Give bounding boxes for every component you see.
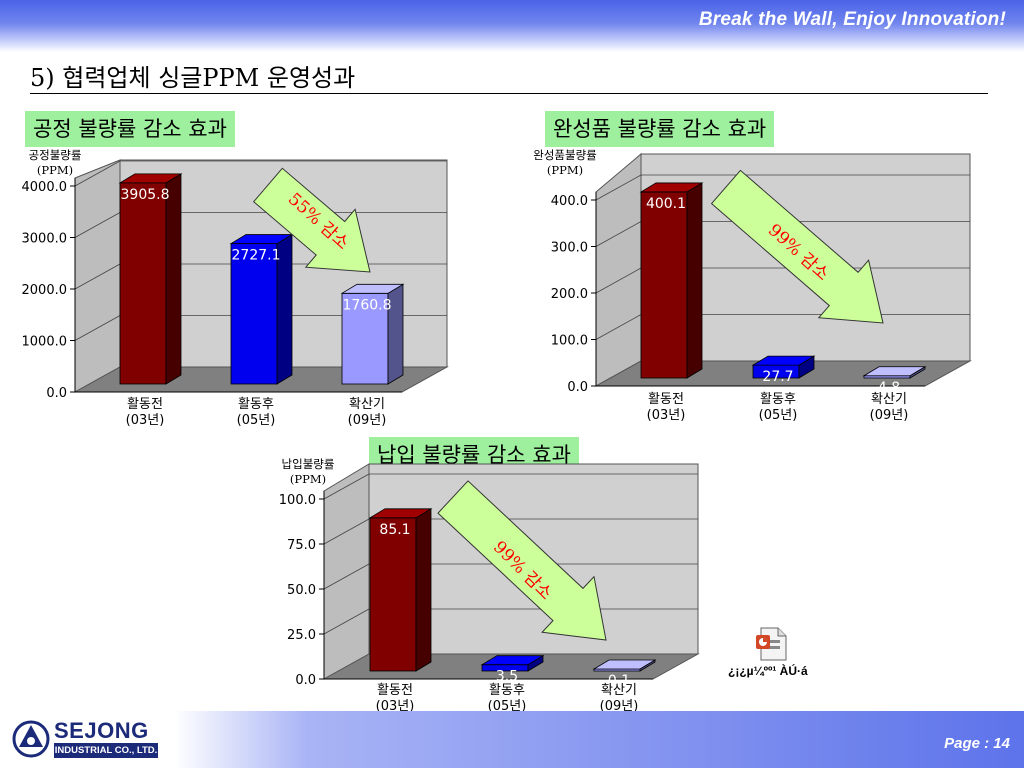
- chart-2-y-tick-label: 25.0: [287, 628, 316, 643]
- chart-1-bar-top: [639, 182, 704, 193]
- chart-1-y-tick-label: 100.0: [551, 334, 588, 349]
- company-subtitle: INDUSTRIAL CO., LTD.: [54, 743, 158, 758]
- chart-2-y-tick-label: 50.0: [287, 583, 316, 598]
- chart-1-x-tick-label: (05년): [759, 408, 798, 423]
- chart-1-y-axis-title: (PPM): [547, 163, 583, 177]
- chart-2-side-wall: [323, 463, 370, 680]
- chart-1-gridline-diag: [595, 221, 642, 247]
- chart-2-gridline-diag: [323, 563, 370, 590]
- chart-2-x-tick-label: (05년): [488, 699, 527, 711]
- footer-band: [0, 711, 1024, 768]
- chart-2-x-tick-label: (09년): [600, 699, 639, 711]
- chart-label-finished: 완성품 불량률 감소 효과: [545, 111, 775, 147]
- chart-label-process: 공정 불량률 감소 효과: [25, 111, 235, 147]
- chart-2-bar-value-label: 3.5: [496, 669, 518, 685]
- header-band: Break the Wall, Enjoy Innovation!: [0, 0, 1024, 52]
- chart-1-bar-value-label: 400.1: [646, 196, 686, 212]
- company-logo: SEJONG INDUSTRIAL CO., LTD.: [12, 718, 162, 762]
- chart-0-gridline-diag: [74, 160, 121, 187]
- chart-2-y-tick-label: 100.0: [279, 493, 316, 508]
- chart-2-gridline-diag: [323, 518, 370, 545]
- chart-0-x-tick-label: (03년): [126, 413, 165, 428]
- chart-1-bar: [640, 191, 688, 379]
- chart-2-x-tick-label: (03년): [376, 699, 415, 711]
- chart-0-gridline-diag: [74, 263, 121, 290]
- chart-0-x-tick-label: 활동후: [238, 397, 274, 412]
- chart-2-bar-side: [415, 508, 432, 672]
- chart-0-y-tick-label: 3000.0: [22, 232, 68, 247]
- chart-1-y-tick-label: 400.0: [551, 194, 588, 209]
- chart-2-bar-top: [592, 659, 657, 670]
- chart-1-x-tick-label: 활동후: [760, 392, 796, 407]
- chart-0-x-tick-label: (09년): [348, 413, 387, 428]
- slogan: Break the Wall, Enjoy Innovation!: [698, 9, 1006, 30]
- chart-0-gridline-diag: [74, 315, 121, 341]
- chart-2-y-axis-title: (PPM): [290, 472, 326, 486]
- chart-0-y-tick-label: 4000.0: [22, 180, 68, 195]
- chart-1-x-tick-label: 활동전: [648, 392, 684, 407]
- chart-2-x-tick-label: 확산기: [601, 683, 637, 698]
- chart-1-y-axis-title: 완성품불량률: [533, 148, 596, 162]
- chart-1-bar-value-label: 27.7: [762, 369, 793, 385]
- chart-1-y-tick-label: 300.0: [551, 241, 588, 256]
- chart-0-y-tick-label: 1000.0: [22, 335, 68, 350]
- chart-1-x-tick-label: (09년): [870, 408, 909, 423]
- powerpoint-file-icon[interactable]: [755, 627, 789, 661]
- slide-title: 5) 협력업체 싱글PPM 운영성과: [30, 64, 356, 92]
- chart-1-reduction-arrow: [710, 169, 884, 324]
- chart-0-bar: [119, 182, 167, 385]
- chart-2-reduction-arrow: [437, 480, 607, 641]
- chart-2-x-tick-label: 활동전: [377, 683, 413, 698]
- chart-0-x-tick-label: 확산기: [349, 397, 385, 412]
- chart-0-y-axis-title: 공정불량률: [29, 148, 82, 162]
- chart-0-x-tick-label: 활동전: [127, 397, 163, 412]
- chart-2-y-tick-label: 0.0: [295, 673, 316, 688]
- chart-2-bar-value-label: 85.1: [379, 522, 410, 538]
- company-name: SEJONG: [54, 718, 149, 743]
- chart-2-gridline-diag: [323, 608, 370, 635]
- charts-canvas: 0.01000.02000.03000.04000.0공정불량률(PPM)390…: [22, 148, 972, 711]
- chart-0-y-tick-label: 2000.0: [22, 283, 68, 298]
- chart-0-x-tick-label: (05년): [237, 413, 276, 428]
- chart-1-bar-top: [862, 366, 927, 377]
- attachment-caption: ¿¡¿µ¼ºº¹ ÀÚ·á: [728, 664, 808, 678]
- chart-1-x-tick-label: (03년): [647, 408, 686, 423]
- page-number: Page : 14: [944, 735, 1010, 752]
- chart-2-y-axis-title: 납입불량률: [282, 457, 335, 471]
- chart-0-bar-value-label: 3905.8: [121, 187, 170, 203]
- chart-1-bar-top: [751, 355, 816, 366]
- chart-1-bar-value-label: 4.8: [878, 380, 900, 396]
- chart-1-gridline-diag: [595, 174, 642, 201]
- chart-0-reduction-arrow: [252, 167, 371, 273]
- chart-2-gridline-diag: [323, 473, 370, 500]
- chart-0-bar-value-label: 1760.8: [343, 297, 392, 313]
- chart-1-x-tick-label: 확산기: [871, 392, 907, 407]
- chart-2-y-tick-label: 75.0: [287, 538, 316, 553]
- chart-0-bar-side: [165, 173, 182, 385]
- chart-0-y-axis-title: (PPM): [37, 163, 73, 177]
- chart-0-side-wall: [74, 159, 121, 393]
- chart-1-side-wall: [595, 152, 642, 387]
- chart-1-y-tick-label: 0.0: [567, 380, 588, 395]
- chart-2-bar-value-label: 0.1: [608, 673, 630, 689]
- chart-2-x-tick-label: 활동후: [489, 683, 525, 698]
- chart-0-bar-value-label: 2727.1: [232, 248, 281, 264]
- chart-2-bar: [369, 517, 417, 672]
- title-divider: [30, 93, 988, 94]
- chart-0-gridline-diag: [74, 212, 121, 238]
- chart-2-bar-top: [368, 508, 433, 519]
- chart-1-y-tick-label: 200.0: [551, 287, 588, 302]
- chart-1-gridline-diag: [595, 267, 642, 294]
- chart-2-bar-top: [480, 655, 545, 666]
- chart-0-bar-top: [340, 283, 405, 294]
- chart-0-bar: [230, 243, 278, 385]
- chart-1-gridline-diag: [595, 314, 642, 340]
- chart-0-bar: [341, 292, 389, 385]
- chart-1-bar-side: [686, 182, 703, 379]
- logo-emblem-icon: [12, 720, 50, 758]
- chart-0-y-tick-label: 0.0: [46, 386, 67, 401]
- chart-0-bar-top: [118, 173, 183, 184]
